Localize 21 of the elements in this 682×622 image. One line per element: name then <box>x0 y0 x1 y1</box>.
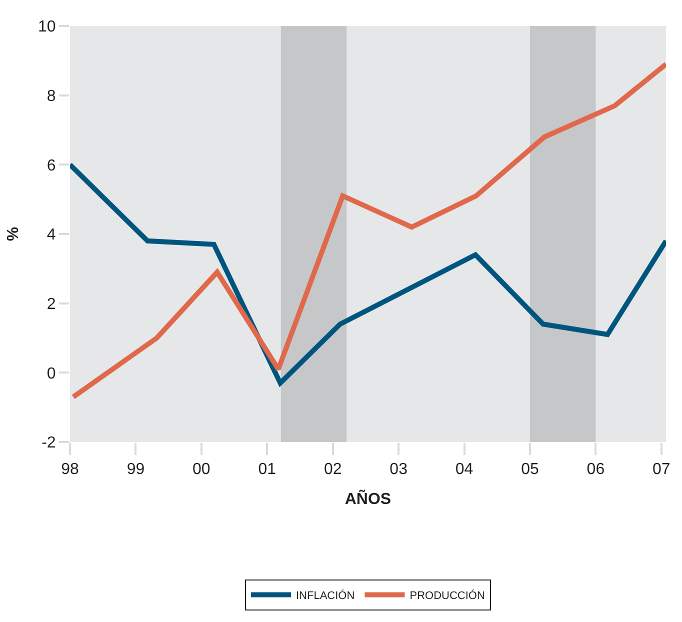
y-tick-label: 6 <box>46 157 56 174</box>
x-tick-label: 05 <box>521 461 539 478</box>
y-tick-label: 4 <box>46 226 56 244</box>
y-axis-title: % <box>4 226 22 242</box>
x-tick-label: 98 <box>61 461 79 478</box>
y-tick-label: 0 <box>46 365 56 382</box>
y-tick-label: -2 <box>42 434 56 452</box>
x-tick-label: 00 <box>192 461 210 478</box>
x-tick-label: 06 <box>586 461 605 478</box>
x-tick-label: 04 <box>455 461 474 478</box>
y-tick-label: 10 <box>38 18 56 36</box>
legend-label: PRODUCCIÓN <box>410 589 485 602</box>
x-tick-label: 99 <box>126 461 145 478</box>
x-axis-title: AÑOS <box>344 488 392 508</box>
x-tick-label: 01 <box>258 461 276 478</box>
y-tick-label: 8 <box>46 88 56 105</box>
x-tick-label: 03 <box>390 461 408 478</box>
x-tick-label: 07 <box>652 461 670 478</box>
legend-label: INFLACIÓN <box>296 589 355 602</box>
y-tick-label: 2 <box>46 296 56 313</box>
x-tick-label: 02 <box>324 461 342 478</box>
